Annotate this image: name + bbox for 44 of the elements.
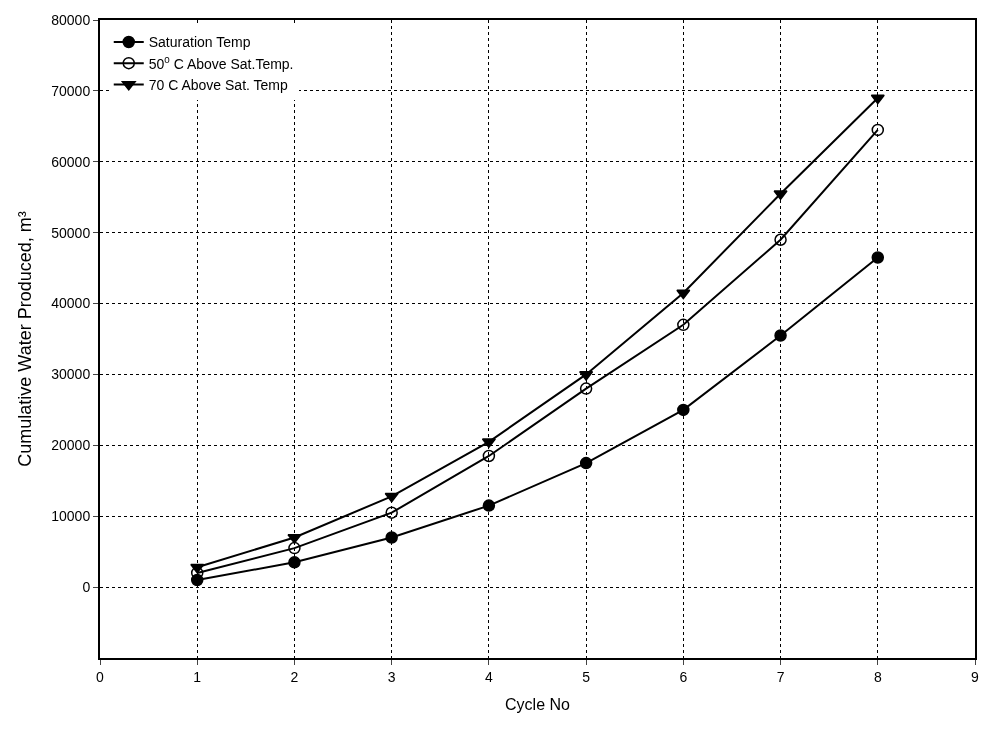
point: [676, 289, 691, 300]
point: [677, 403, 690, 417]
x-tick-label: 9: [971, 668, 980, 685]
point: [385, 531, 398, 544]
y-tick-label: 40000: [51, 295, 91, 312]
y-tick-label: 50000: [51, 224, 91, 241]
point: [482, 499, 496, 512]
x-tick-label: 0: [96, 668, 105, 685]
point: [579, 456, 593, 470]
y-tick-label: 10000: [51, 508, 91, 525]
x-tick-label: 7: [776, 668, 785, 685]
point: [870, 94, 885, 105]
y-axis-title: Cumulative Water Produced, m³: [14, 211, 35, 467]
x-axis-title: Cycle No: [505, 696, 571, 713]
x-tick-label: 1: [193, 668, 202, 685]
point: [871, 251, 885, 264]
point: [384, 492, 399, 503]
legend-label: 70 C Above Sat. Temp: [148, 76, 289, 93]
y-tick-label: 0: [82, 579, 91, 596]
y-tick-label: 20000: [51, 437, 91, 454]
point: [482, 449, 496, 463]
point: [579, 370, 594, 381]
point: [287, 533, 302, 544]
y-tick-label: 60000: [51, 153, 91, 170]
legend-label: Saturation Temp: [148, 34, 251, 51]
point: [288, 556, 301, 569]
point: [579, 382, 593, 395]
point: [677, 318, 690, 332]
x-tick-label: 2: [290, 668, 299, 685]
point: [871, 123, 885, 137]
point: [288, 541, 301, 555]
legend-label: 50$^{0}$ C Above Sat.Temp.: [148, 53, 294, 72]
x-tick-label: 3: [387, 668, 396, 685]
point: [385, 506, 398, 519]
point: [481, 438, 496, 449]
x-tick-label: 6: [679, 668, 688, 685]
x-tick-label: 5: [582, 668, 591, 685]
x-tick-label: 8: [873, 668, 882, 685]
x-tick-label: 4: [484, 668, 493, 685]
y-tick-label: 80000: [51, 11, 91, 28]
point: [774, 329, 787, 342]
y-tick-label: 70000: [51, 82, 91, 99]
y-tick-label: 30000: [51, 366, 91, 383]
point: [774, 233, 787, 247]
